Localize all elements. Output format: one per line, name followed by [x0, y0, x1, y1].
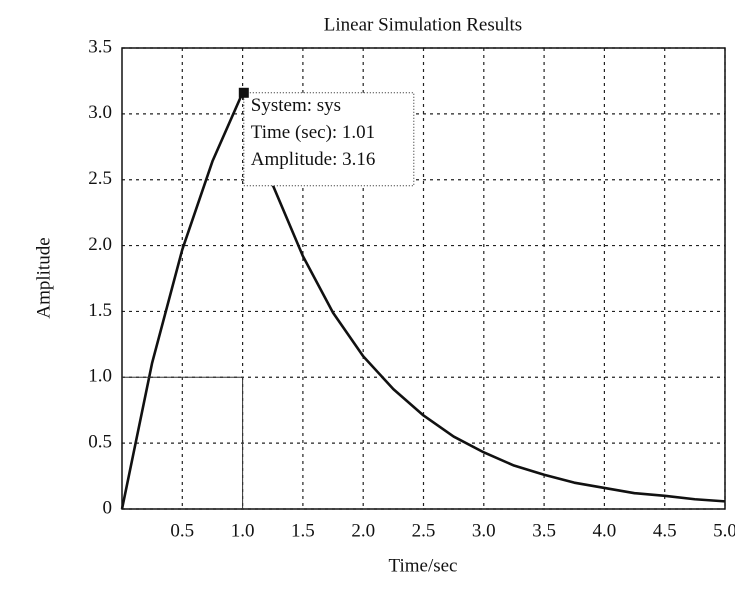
x-tick-label: 2.5 — [412, 520, 436, 541]
y-tick-label: 1.5 — [88, 300, 112, 321]
plot-frame — [121, 47, 726, 510]
chart-title: Linear Simulation Results — [324, 14, 522, 35]
series-line — [120, 91, 726, 510]
series-line — [122, 376, 244, 509]
y-tick-label: 2.0 — [88, 234, 112, 255]
y-tick-label: 3.0 — [88, 102, 112, 123]
x-tick-label: 1.5 — [291, 520, 315, 541]
datatip-text: Amplitude: 3.16 — [251, 149, 376, 170]
x-tick-label: 5.0 — [713, 520, 735, 541]
x-axis-label: Time/sec — [389, 555, 458, 576]
y-tick-label: 0 — [103, 497, 113, 518]
datatip-text: Time (sec): 1.01 — [251, 122, 375, 143]
x-tick-label: 3.5 — [532, 520, 556, 541]
y-tick-label: 0.5 — [88, 432, 112, 453]
datatip-box — [243, 92, 415, 187]
x-tick-label: 4.5 — [653, 520, 677, 541]
y-axis-label: Amplitude — [33, 237, 54, 318]
x-tick-label: 4.0 — [593, 520, 617, 541]
datatip-text: System: sys — [251, 95, 341, 116]
y-tick-label: 3.5 — [88, 36, 112, 57]
y-tick-label: 1.0 — [88, 366, 112, 387]
x-tick-label: 3.0 — [472, 520, 496, 541]
y-tick-label: 2.5 — [88, 168, 112, 189]
x-tick-label: 1.0 — [231, 520, 255, 541]
x-tick-label: 2.0 — [351, 520, 375, 541]
datatip-marker — [238, 87, 249, 98]
x-tick-label: 0.5 — [170, 520, 194, 541]
